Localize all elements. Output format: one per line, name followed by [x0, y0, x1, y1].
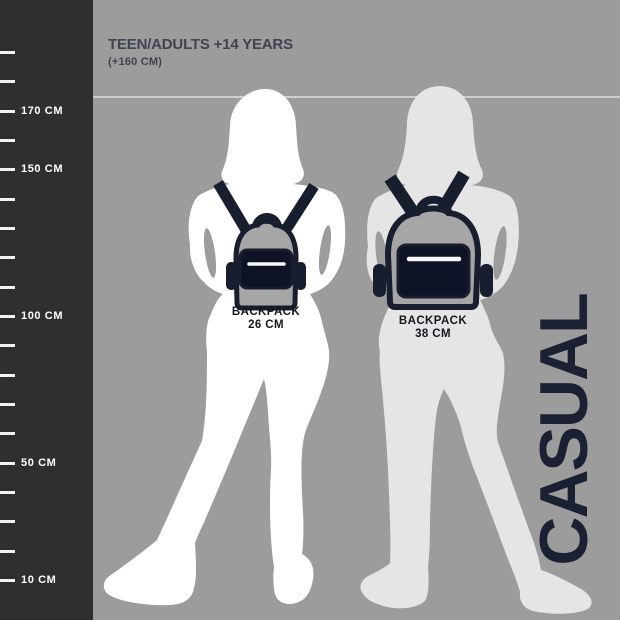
backpack-26-graphic: [213, 180, 319, 311]
ruler-tick-mark: [0, 491, 15, 494]
ruler-tick: 170 CM: [0, 105, 93, 117]
ruler-tick-label: 10 CM: [21, 574, 57, 586]
casual-vertical-label: CASUAL: [526, 294, 602, 566]
ruler-tick: 150 CM: [0, 163, 93, 175]
ruler-tick: [0, 550, 93, 553]
ruler-tick-mark: [0, 432, 15, 435]
ruler-tick-label: 50 CM: [21, 457, 57, 469]
ruler-tick: 50 CM: [0, 457, 93, 469]
ruler-tick: [0, 403, 93, 406]
ruler-tick-mark: [0, 520, 15, 523]
armpit-gap: [203, 228, 217, 278]
backpack-side-tab: [480, 264, 493, 297]
backpack-strap: [282, 183, 319, 231]
ruler-tick: [0, 374, 93, 377]
ruler-tick-mark: [0, 462, 15, 465]
ruler-tick: [0, 198, 93, 201]
backpack-name: BACKPACK: [398, 315, 468, 327]
header: TEEN/ADULTS +14 YEARS (+160 CM): [108, 36, 293, 68]
ruler-tick: 100 CM: [0, 310, 93, 322]
ruler-tick-mark: [0, 256, 15, 259]
backpack-strap: [384, 174, 420, 218]
ruler-tick: [0, 491, 93, 494]
ruler-tick-label: 100 CM: [21, 310, 64, 322]
ruler-tick-mark: [0, 579, 15, 582]
backpack-38-graphic: [373, 170, 493, 310]
ruler-tick-mark: [0, 286, 15, 289]
ruler-tick: [0, 344, 93, 347]
ruler-tick-mark: [0, 374, 15, 377]
backpack-pocket: [238, 248, 294, 290]
height-reference-line: [93, 96, 620, 98]
armpit-gap: [493, 226, 507, 280]
ruler-tick-mark: [0, 344, 15, 347]
backpack-pocket: [396, 243, 471, 299]
backpack-name: BACKPACK: [231, 306, 301, 318]
ruler-tick: [0, 227, 93, 230]
ruler-tick-label: 150 CM: [21, 163, 64, 175]
page-title: TEEN/ADULTS +14 YEARS: [108, 36, 293, 53]
backpack-38-label: BACKPACK 38 CM: [363, 315, 503, 341]
backpack-26-label: BACKPACK 26 CM: [196, 306, 336, 332]
ruler-tick-mark: [0, 403, 15, 406]
armpit-gap: [318, 225, 332, 275]
backpack-side-tab: [373, 264, 386, 297]
ruler-tick: [0, 139, 93, 142]
ruler-tick-mark: [0, 51, 15, 54]
ruler-tick-mark: [0, 550, 15, 553]
ruler-tick-mark: [0, 80, 15, 83]
ruler-tick-mark: [0, 168, 15, 171]
backpack-strap: [213, 180, 251, 233]
small-person-silhouette: [103, 89, 346, 606]
page-subtitle: (+160 CM): [108, 56, 163, 68]
size-ruler: 170 CM 150 CM 100 CM 50 CM 10 CM: [0, 0, 93, 620]
backpack-size: 38 CM: [415, 328, 451, 340]
ruler-tick: [0, 520, 93, 523]
ruler-tick: [0, 256, 93, 259]
ruler-tick-label: 170 CM: [21, 105, 64, 117]
ruler-tick: [0, 80, 93, 83]
ruler-tick-mark: [0, 227, 15, 230]
ruler-tick: 10 CM: [0, 574, 93, 586]
backpack-size: 26 CM: [248, 319, 284, 331]
ruler-tick: [0, 286, 93, 289]
ruler-tick: [0, 432, 93, 435]
ruler-tick-mark: [0, 139, 15, 142]
ruler-tick-mark: [0, 198, 15, 201]
ruler-tick-mark: [0, 315, 15, 318]
ruler-tick: [0, 51, 93, 54]
ruler-tick-mark: [0, 110, 15, 113]
